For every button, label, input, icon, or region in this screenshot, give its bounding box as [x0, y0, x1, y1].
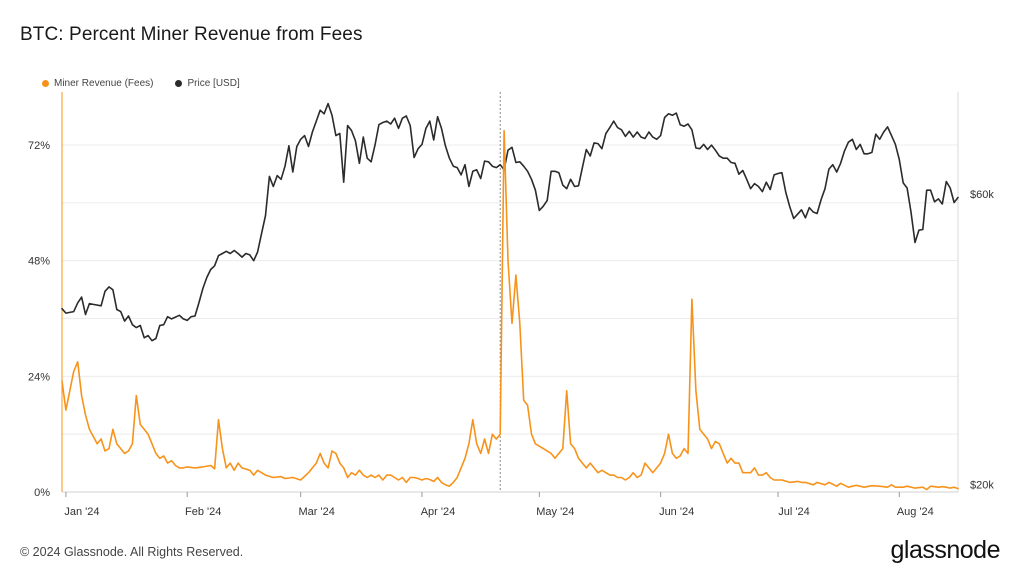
copyright: © 2024 Glassnode. All Rights Reserved.: [20, 545, 244, 559]
y-left-tick-label: 48%: [28, 256, 50, 268]
legend-label-price: Price [USD]: [187, 78, 240, 89]
chart-title: BTC: Percent Miner Revenue from Fees: [20, 24, 363, 45]
gridlines: [62, 144, 958, 435]
legend-swatch-price: [175, 80, 183, 87]
series-line-price: [61, 102, 959, 342]
y-left-tick-label: 72%: [28, 140, 50, 152]
tick-labels: 0% 24% 48% 72% $20k $60k Jan '24 Feb '24 Mar '24…: [28, 140, 994, 518]
x-tick-label: Mar '24: [299, 506, 335, 518]
series-layer: [61, 102, 959, 491]
x-tick-label: Aug '24: [897, 506, 934, 518]
y-left-tick-label: 24%: [28, 371, 50, 383]
legend-item-fees[interactable]: Miner Revenue (Fees): [42, 78, 153, 89]
x-tick-label: Jun '24: [659, 506, 694, 518]
x-tick-label: May '24: [536, 506, 574, 518]
x-tick-label: Jan '24: [64, 506, 99, 518]
y-left-tick-label: 0%: [34, 487, 50, 499]
x-tick-label: Apr '24: [421, 506, 456, 518]
legend: Miner Revenue (Fees) Price [USD]: [42, 78, 240, 89]
x-tick-label: Feb '24: [185, 506, 221, 518]
x-tick-label: Jul '24: [778, 506, 809, 518]
brand-logo: glassnode: [890, 536, 1001, 564]
series-line-fees: [61, 129, 959, 491]
y-right-tick-label: $20k: [970, 480, 994, 492]
y-right-tick-label: $60k: [970, 189, 994, 201]
legend-label-fees: Miner Revenue (Fees): [54, 78, 154, 89]
legend-swatch-fees: [42, 80, 49, 87]
legend-item-price[interactable]: Price [USD]: [175, 78, 240, 89]
